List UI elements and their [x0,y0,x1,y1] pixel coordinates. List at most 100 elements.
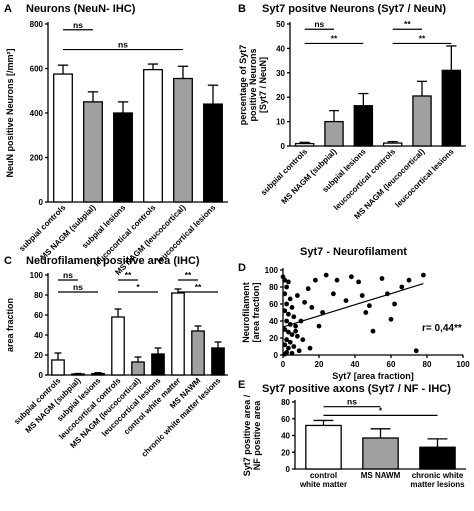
y-axis-label-line: [area fraction] [251,282,261,342]
bar [91,372,105,376]
scatter-point [349,274,354,280]
scatter-point [286,345,291,351]
y-tick-label: 0 [39,198,44,207]
significance-label: ns [347,397,357,407]
y-tick-label: 20 [34,351,43,360]
bar [203,103,223,203]
bar [419,446,456,470]
scatter-point [287,296,293,302]
x-tick-label: 0 [281,360,286,369]
chart-title: Neurons (NeuN- IHC) [26,3,136,15]
chart-title: Syt7 positve Neurons (Syt7 / NeuN) [262,3,446,15]
bar [53,73,73,203]
bar [83,101,103,203]
x-tick-label: 60 [387,360,396,369]
significance-label: ns [314,19,324,29]
y-tick-label: 60 [281,415,290,424]
category-label: matter lesions [410,480,465,489]
y-tick-label: 30 [276,69,285,78]
bar [191,330,205,376]
bar [173,77,193,203]
y-tick-label: 50 [276,20,285,29]
correlation-annotation: r= 0,44** [422,323,462,334]
y-tick-label: 0 [281,142,286,151]
y-tick-label: 40 [269,317,278,326]
scatter-point [370,328,376,334]
bar [51,359,65,376]
y-tick-label: 600 [30,65,44,74]
scatter-point [343,298,349,303]
y-axis-label-line: positive Neurons [248,48,258,121]
category-label: MS NAGM (subpial) [280,147,339,206]
scatter-point [284,337,289,343]
significance-label: * [136,282,140,292]
y-tick-label: 80 [269,283,278,292]
scatter-point [413,348,419,354]
scatter-point [421,272,426,278]
scatter-point [295,293,300,298]
scatter-point [286,279,291,285]
scatter-point [367,303,372,309]
scatter-point [284,318,289,324]
scatter-point [295,333,300,339]
panel-letter: D [238,262,246,274]
y-tick-label: 60 [269,300,278,309]
panel-e-syt7-axons-chart: E Syt7 positive axons (Syt7 / NF - IHC) Sy… [238,379,466,489]
scatter-point [300,337,306,343]
significance-label: * [379,405,383,415]
bar [211,347,225,376]
category-label: MS NAGM (subpial) [39,203,98,262]
chart-title: Neurofilament positive area (IHC) [26,255,200,267]
scatter-point [320,310,325,315]
scatter-point [307,345,313,351]
x-tick-label: 100 [456,360,470,369]
significance-label: ns [73,282,83,292]
scatter-point [284,284,289,290]
bar [382,142,403,147]
scatter-point [399,284,405,290]
bar [151,353,165,376]
bar [362,437,399,470]
scatter-point [313,277,318,283]
y-tick-label: 400 [30,109,44,118]
chart-title: Syt7 - Neurofilament [300,246,407,258]
scatter-point [305,286,311,292]
y-tick-label: 10 [276,118,285,127]
panel-letter: A [4,3,12,15]
significance-label: ns [73,20,83,30]
scatter-point [286,329,291,335]
trend-line [282,283,424,328]
x-axis-label: Syt7 [area fraction] [332,371,414,381]
y-axis-label-line: [Syt7 / NeuN] [258,57,268,113]
x-tick-label: 20 [315,360,324,369]
scatter-point [323,272,329,278]
y-tick-label: 80 [34,291,43,300]
significance-label: ** [125,270,132,280]
scatter-point [282,308,288,314]
panel-letter: B [238,3,246,15]
bar [294,142,315,147]
scatter-point [282,342,288,348]
y-tick-label: 40 [276,44,285,53]
scatter-point [302,299,307,305]
scatter-point [291,344,297,349]
bar [353,105,374,147]
panel-a-neun-chart: A Neurons (NeuN- IHC) NeuN positive Neuron… [4,3,228,277]
category-label: chronic white [412,471,464,480]
scatter-point [363,310,369,315]
y-axis-label-line: Neurofilament [241,282,251,343]
bar [412,95,432,147]
scatter-point [359,293,365,298]
significance-label: ** [419,33,426,43]
y-tick-label: 20 [269,334,278,343]
scatter-point [282,277,288,283]
panel-d-scatter-chart: D Syt7 - Neurofilament Neurofilament [area … [238,246,470,381]
scatter-point [293,328,298,334]
y-tick-label: 40 [34,331,43,340]
y-tick-label: 20 [281,448,290,457]
y-axis-label-line: Syt7 positive area / [242,394,252,476]
y-tick-label: 100 [265,266,279,275]
bar [441,69,462,147]
panel-b-syt7-neun-chart: B Syt7 positve Neurons (Syt7 / NeuN) perce… [238,3,466,221]
